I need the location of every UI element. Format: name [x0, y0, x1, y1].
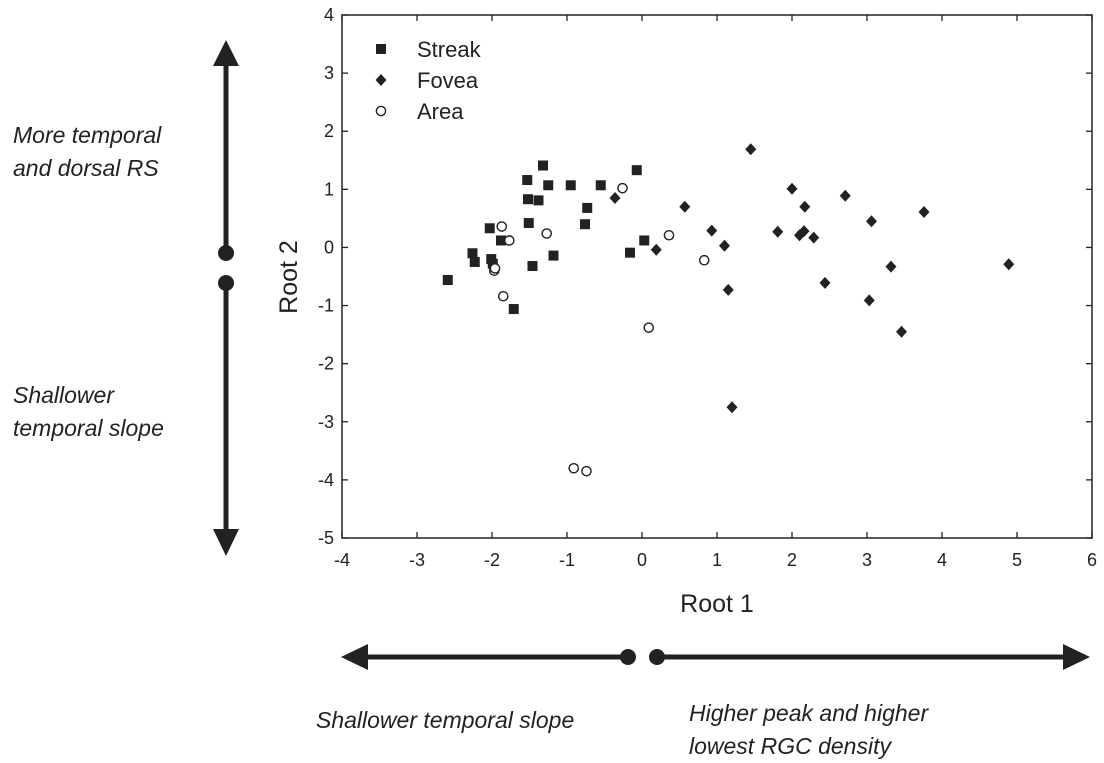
legend-marker-fovea	[375, 74, 387, 86]
fovea-point	[808, 231, 820, 244]
x-tick-label: 2	[787, 550, 797, 570]
fovea-point	[799, 200, 811, 213]
down-arrow-head	[213, 529, 239, 556]
streak-point	[582, 202, 593, 213]
legend: Streak Fovea Area	[375, 37, 482, 124]
fovea-point	[1003, 258, 1015, 271]
fovea-point	[819, 276, 831, 289]
area-point	[568, 462, 580, 474]
fovea-point	[719, 239, 730, 252]
right-arrow-head	[1063, 644, 1090, 670]
left-arrow-head	[341, 644, 368, 670]
x-tick-label: 4	[937, 550, 947, 570]
fovea-point	[786, 182, 798, 195]
area-point	[663, 229, 675, 241]
legend-label-area: Area	[417, 99, 464, 124]
x-tick-label: 1	[712, 550, 722, 570]
y-tick-label: -3	[318, 412, 334, 432]
area-point	[496, 221, 508, 232]
x-tick-label: -4	[334, 550, 350, 570]
streak-point	[533, 195, 544, 206]
fovea-point	[798, 225, 810, 238]
fovea-point	[885, 260, 897, 273]
fovea-point	[679, 200, 691, 213]
area-point	[489, 263, 501, 274]
streak-point	[639, 235, 650, 246]
x-tick-label: 5	[1012, 550, 1022, 570]
streak-point	[508, 304, 519, 315]
x-axis-label: Root 1	[680, 590, 754, 618]
streak-point	[467, 248, 478, 259]
area-point	[698, 254, 710, 266]
y-tick-label: 1	[324, 179, 334, 199]
y-tick-label: 3	[324, 63, 334, 83]
area-point	[581, 465, 592, 477]
streak-point	[523, 218, 534, 229]
left-arrow-origin-dot	[620, 649, 636, 665]
legend-marker-area	[375, 105, 387, 117]
left-lower-annotation: Shallower temporal slope	[13, 382, 164, 441]
streak-point	[527, 261, 538, 272]
bottom-left-annotation: Shallower temporal slope	[316, 707, 575, 733]
streak-point	[496, 235, 506, 246]
x-tick-label: -1	[559, 550, 575, 570]
y-tick-label: 0	[324, 237, 334, 257]
fovea-point	[896, 325, 907, 338]
streak-point	[625, 247, 635, 258]
up-arrow-origin-dot	[218, 245, 234, 261]
legend-marker-streak	[376, 44, 386, 54]
streak-point	[484, 223, 495, 234]
x-tick-label: -3	[409, 550, 425, 570]
streak-point	[469, 256, 480, 267]
streak-point	[565, 180, 576, 191]
left-upper-annotation: More temporal and dorsal RS	[13, 122, 162, 181]
fovea-point	[706, 224, 718, 237]
direction-arrows	[213, 40, 1090, 670]
area-point	[643, 322, 655, 333]
streak-point	[538, 160, 548, 171]
y-axis-label: Root 2	[275, 240, 303, 314]
area-point	[497, 290, 509, 302]
x-tick-label: -2	[484, 550, 500, 570]
plot-frame	[341, 14, 1093, 539]
y-tick-label: 2	[324, 121, 334, 141]
fovea-point	[839, 189, 851, 202]
y-tick-label: -1	[318, 296, 334, 316]
fovea-point	[722, 283, 734, 296]
y-tick-label: -2	[318, 354, 334, 374]
fovea-point	[650, 243, 662, 256]
y-tick-label: -4	[318, 470, 334, 490]
fovea-point	[772, 225, 784, 238]
legend-label-streak: Streak	[417, 37, 482, 62]
streak-point	[548, 250, 559, 261]
x-tick-label: 6	[1087, 550, 1097, 570]
streak-point	[543, 180, 554, 191]
fovea-point	[745, 143, 757, 156]
fovea-point	[863, 294, 875, 307]
streak-point	[595, 180, 606, 191]
bottom-right-annotation: Higher peak and higher lowest RGC densit…	[689, 700, 929, 759]
x-tick-label: 0	[637, 550, 647, 570]
up-arrow-head	[213, 40, 239, 66]
area-point	[541, 228, 553, 239]
streak-point	[631, 165, 642, 176]
streak-point	[580, 219, 590, 230]
y-tick-label: -5	[318, 528, 334, 548]
streak-point	[523, 194, 533, 205]
fovea-point	[918, 205, 930, 218]
fovea-point	[726, 401, 738, 414]
data-points	[442, 143, 1015, 477]
streak-point	[522, 175, 533, 186]
area-point	[503, 235, 515, 246]
legend-label-fovea: Fovea	[417, 68, 479, 93]
x-tick-label: 3	[862, 550, 872, 570]
streak-point	[442, 274, 453, 285]
fovea-point	[609, 192, 621, 205]
y-tick-label: 4	[324, 5, 334, 25]
area-point	[617, 182, 628, 194]
fovea-point	[866, 215, 877, 228]
